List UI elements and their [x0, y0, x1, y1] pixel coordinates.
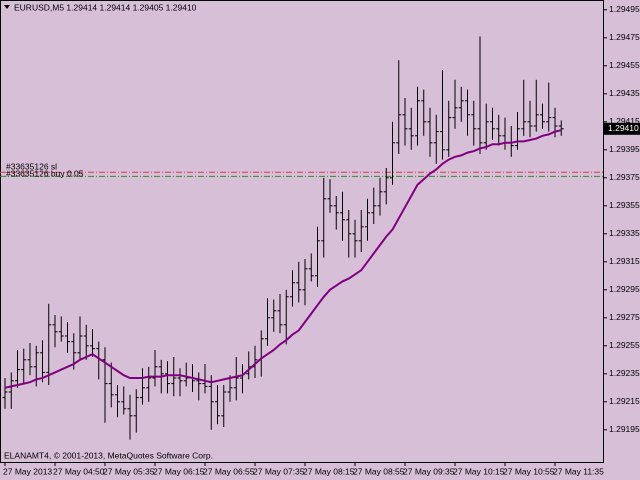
y-tick-label: 1.29455	[609, 60, 640, 70]
y-tick-label: 1.29295	[609, 284, 640, 294]
y-tick-label: 1.29215	[609, 396, 640, 406]
x-tick-label: 27 May 09:35	[403, 466, 455, 476]
y-tick-label: 1.29315	[609, 256, 640, 266]
x-tick-label: 27 May 08:55	[353, 466, 405, 476]
y-tick-label: 1.29395	[609, 144, 640, 154]
x-tick-label: 27 May 11:35	[553, 466, 604, 476]
x-tick-label: 27 May 05:35	[103, 466, 155, 476]
x-tick-label: 27 May 06:15	[153, 466, 205, 476]
y-tick-label: 1.29355	[609, 200, 640, 210]
y-tick-label: 1.29495	[609, 4, 640, 14]
x-tick-label: 27 May 10:15	[453, 466, 505, 476]
y-tick-label: 1.29475	[609, 32, 640, 42]
x-tick-label: 27 May 04:50	[53, 466, 105, 476]
y-tick-label: 1.29375	[609, 172, 640, 182]
price-box	[604, 122, 640, 135]
y-tick-label: 1.29255	[609, 340, 640, 350]
order-label: #33635126 buy 0.05	[6, 169, 84, 179]
plot-border	[0, 0, 604, 463]
moving-average	[4, 129, 562, 389]
header: EURUSD,M5 1.29414 1.29414 1.29405 1.2941…	[14, 2, 197, 12]
y-tick-label: 1.29195	[609, 424, 640, 434]
order-label: #33635126 sl	[6, 161, 57, 171]
footer: ELANAMT4, © 2001-2013, MetaQuotes Softwa…	[4, 450, 213, 460]
y-tick-label: 1.29275	[609, 312, 640, 322]
x-tick-label: 27 May 06:55	[203, 466, 255, 476]
x-tick-label: 27 May 2013	[3, 466, 52, 476]
menu-arrow	[4, 5, 10, 9]
y-tick-label: 1.29435	[609, 88, 640, 98]
y-tick-label: 1.29235	[609, 368, 640, 378]
x-tick-label: 27 May 10:55	[503, 466, 555, 476]
y-tick-label: 1.29415	[609, 116, 640, 126]
price-label: 1.29410	[608, 123, 639, 133]
y-tick-label: 1.29335	[609, 228, 640, 238]
x-tick-label: 27 May 08:15	[303, 466, 355, 476]
x-tick-label: 27 May 07:35	[253, 466, 305, 476]
